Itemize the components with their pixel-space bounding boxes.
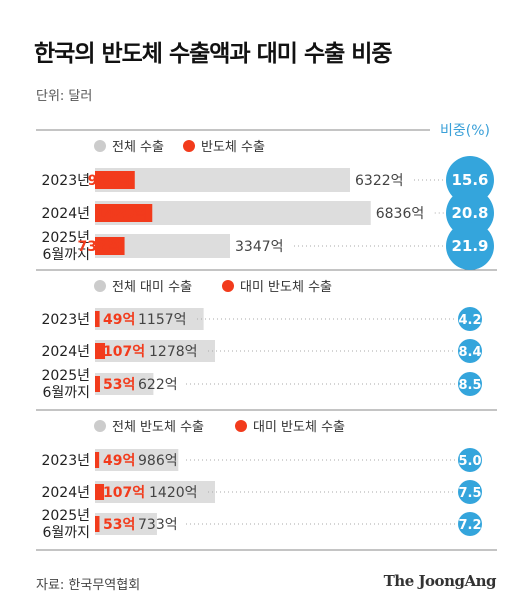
bar-highlight [95, 484, 105, 500]
bar-total [95, 168, 350, 192]
bar-total [95, 340, 215, 362]
share-bubble [458, 512, 482, 536]
highlight-value-label: 107억 [103, 485, 145, 501]
share-bubble [458, 307, 482, 331]
chart-title: 한국의 반도체 수출액과 대미 수출 비중 [34, 41, 393, 67]
highlight-value-label: 53억 [103, 517, 135, 533]
legend-label: 반도체 수출 [201, 140, 265, 155]
total-value-label: 1278억 [149, 344, 198, 360]
bar-highlight [95, 237, 125, 255]
share-header: 비중(%) [440, 123, 490, 139]
total-value-label: 1420억 [149, 485, 198, 501]
bar-highlight [95, 171, 135, 189]
category-label: 2025년 [41, 230, 90, 246]
total-value-label: 3347억 [235, 239, 284, 255]
category-label: 6월까지 [42, 385, 90, 401]
total-value-label: 733억 [138, 517, 178, 533]
category-label: 2024년 [41, 206, 90, 222]
category-label: 6월까지 [42, 247, 90, 263]
share-bubble [446, 156, 494, 204]
bar-total [95, 308, 204, 330]
bar-highlight [95, 516, 100, 532]
bar-total [95, 373, 154, 395]
highlight-value-label: 107억 [103, 344, 145, 360]
legend-label: 전체 반도체 수출 [112, 420, 204, 435]
total-value-label: 6322억 [355, 173, 404, 189]
share-value-label: 7.5 [458, 486, 481, 501]
share-value-label: 15.6 [451, 171, 488, 189]
share-bubble [458, 480, 482, 504]
bar-total [95, 513, 157, 535]
legend-swatch [94, 420, 106, 432]
bar-highlight [95, 452, 100, 468]
source-note: 자료: 한국무역협회 [36, 578, 141, 593]
legend-swatch [94, 280, 106, 292]
legend-label: 대미 반도체 수출 [240, 280, 332, 295]
legend-swatch [235, 420, 247, 432]
bar-highlight [95, 311, 100, 327]
category-label: 2023년 [41, 173, 90, 189]
category-label: 2023년 [41, 453, 90, 469]
bar-total [95, 481, 215, 503]
category-label: 6월까지 [42, 525, 90, 541]
share-bubble [446, 189, 494, 237]
bar-highlight [95, 343, 106, 359]
share-value-label: 4.2 [458, 313, 481, 328]
bar-highlight [95, 204, 153, 222]
category-label: 2023년 [41, 312, 90, 328]
bar-total [95, 449, 179, 471]
share-value-label: 20.8 [451, 204, 488, 222]
share-value-label: 8.5 [458, 378, 481, 393]
highlight-value-label: 1420억 [95, 206, 147, 222]
total-value-label: 622억 [138, 377, 178, 393]
legend-swatch [222, 280, 234, 292]
share-value-label: 5.0 [458, 454, 481, 469]
highlight-value-label: 49억 [103, 312, 135, 328]
highlight-value-label: 53억 [103, 377, 135, 393]
share-bubble [446, 222, 494, 270]
share-bubble [458, 372, 482, 396]
share-value-label: 8.4 [458, 345, 481, 360]
share-bubble [458, 339, 482, 363]
highlight-value-label: 986억 [88, 173, 130, 189]
highlight-value-label: 49억 [103, 453, 135, 469]
bar-highlight [95, 376, 100, 392]
category-label: 2025년 [41, 508, 90, 524]
legend-label: 전체 대미 수출 [112, 280, 192, 295]
highlight-value-label: 733억 [77, 239, 119, 255]
total-value-label: 6836억 [376, 206, 425, 222]
legend-swatch [183, 140, 195, 152]
share-bubble [458, 448, 482, 472]
share-value-label: 21.9 [451, 237, 488, 255]
total-value-label: 986억 [138, 453, 178, 469]
legend-label: 전체 수출 [112, 140, 164, 155]
category-label: 2025년 [41, 368, 90, 384]
share-value-label: 7.2 [458, 518, 481, 533]
category-label: 2024년 [41, 485, 90, 501]
total-value-label: 1157억 [138, 312, 187, 328]
legend-swatch [94, 140, 106, 152]
brand-logo: The JoongAng [383, 572, 497, 590]
legend-label: 대미 반도체 수출 [253, 420, 345, 435]
unit-label: 단위: 달러 [36, 89, 93, 104]
category-label: 2024년 [41, 344, 90, 360]
